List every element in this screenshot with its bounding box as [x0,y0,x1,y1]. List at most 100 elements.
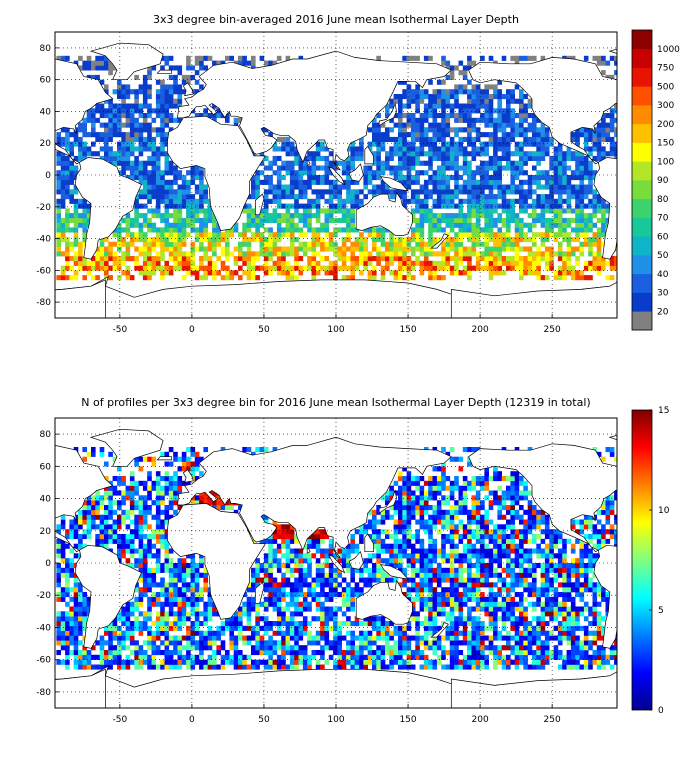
ild-bin-cell [86,203,92,209]
ild-bin-cell [333,165,338,171]
ild-bin-cell [480,113,485,119]
ild-bin-cell [117,146,122,152]
ild-bin-cell [73,184,79,190]
count-bin-cell [376,659,381,665]
ild-bin-cell [449,70,455,76]
count-bin-cell [415,640,420,646]
count-bin-cell [562,635,567,641]
ild-bin-cell [367,165,373,171]
ild-bin-cell [583,165,589,171]
ild-bin-cell [557,270,563,276]
ild-bin-cell [294,213,299,219]
count-bin-cell [82,654,87,660]
ild-bin-cell [125,108,131,114]
ild-bin-cell [471,198,477,204]
ild-bin-cell [506,98,511,104]
count-panel: N of profiles per 3x3 degree bin for 201… [36,396,618,725]
ild-bin-cell [246,246,252,252]
count-bin-cell [527,630,533,636]
ild-bin-cell [467,222,472,228]
count-bin-cell [596,582,602,588]
ild-bin-cell [402,132,407,138]
count-bin-cell [160,587,165,593]
ild-bin-cell [333,265,338,271]
ild-bin-cell [281,165,286,171]
ild-bin-cell [484,198,489,204]
ild-bin-cell [60,165,66,171]
ild-bin-cell [346,184,351,190]
ild-bin-cell [125,146,131,152]
count-bin-cell [449,630,455,636]
count-bin-cell [436,659,442,665]
ild-bin-cell [177,217,183,223]
ild-bin-cell [311,251,317,257]
ild-bin-cell [449,94,455,100]
ild-bin-cell [346,227,351,233]
ild-bin-cell [493,170,498,176]
count-bin-cell [471,577,477,583]
ild-bin-cell [570,175,576,181]
ild-bin-cell [207,237,213,243]
count-bin-cell [324,577,330,583]
count-bin-cell [471,635,477,641]
ild-bin-cell [56,246,61,252]
ild-bin-cell [181,184,187,190]
count-bin-cell [324,630,330,636]
ild-bin-cell [493,94,498,100]
ild-bin-cell [272,237,278,243]
ild-bin-cell [367,256,373,262]
ild-bin-cell [320,146,325,152]
count-bin-cell [583,582,589,588]
ild-bin-cell [449,141,455,147]
ild-bin-cell [255,175,260,181]
ild-bin-cell [220,60,226,66]
ild-bin-cell [142,251,148,257]
ild-bin-cell [532,117,537,123]
ild-bin-cell [168,184,174,190]
count-bin-cell [285,630,291,636]
ild-bin-cell [467,237,472,243]
ild-colorbar-swatch [632,273,652,293]
count-bin-cell [190,635,196,641]
count-bin-cell [268,625,273,631]
ild-bin-cell [527,122,533,128]
ild-bin-cell [419,113,425,119]
ild-bin-cell [73,251,79,257]
count-bin-cell [151,596,157,602]
count-bin-cell [583,601,589,607]
ild-bin-cell [125,217,131,223]
ild-bin-cell [276,194,282,200]
ild-bin-cell [181,194,187,200]
ild-bin-cell [592,146,598,152]
ild-bin-cell [82,222,87,228]
count-bin-cell [441,592,446,598]
ild-bin-cell [406,132,412,138]
ild-bin-cell [56,189,61,195]
ild-bin-cell [428,260,433,266]
count-bin-cell [328,616,334,622]
ild-bin-cell [588,160,593,166]
count-bin-cell [242,640,247,646]
count-bin-cell [207,645,213,651]
count-bin-cell [69,625,74,631]
count-bin-cell [272,645,278,651]
ild-bin-cell [432,89,438,95]
ild-bin-cell [302,251,308,257]
ild-bin-cell [350,151,355,157]
ild-bin-cell [229,275,234,281]
ild-bin-cell [363,241,368,247]
ild-bin-cell [506,222,511,228]
ild-bin-cell [177,70,183,76]
ild-bin-cell [147,227,152,233]
ild-bin-cell [173,208,178,214]
ild-bin-cell [259,265,265,271]
ild-bin-cell [281,265,286,271]
ild-bin-cell [242,208,247,214]
ild-bin-cell [398,189,403,195]
ild-bin-cell [168,98,174,104]
ild-bin-cell [328,170,334,176]
ild-bin-cell [246,222,252,228]
ild-bin-cell [410,122,416,128]
ild-bin-cell [557,198,563,204]
ild-bin-cell [532,165,537,171]
